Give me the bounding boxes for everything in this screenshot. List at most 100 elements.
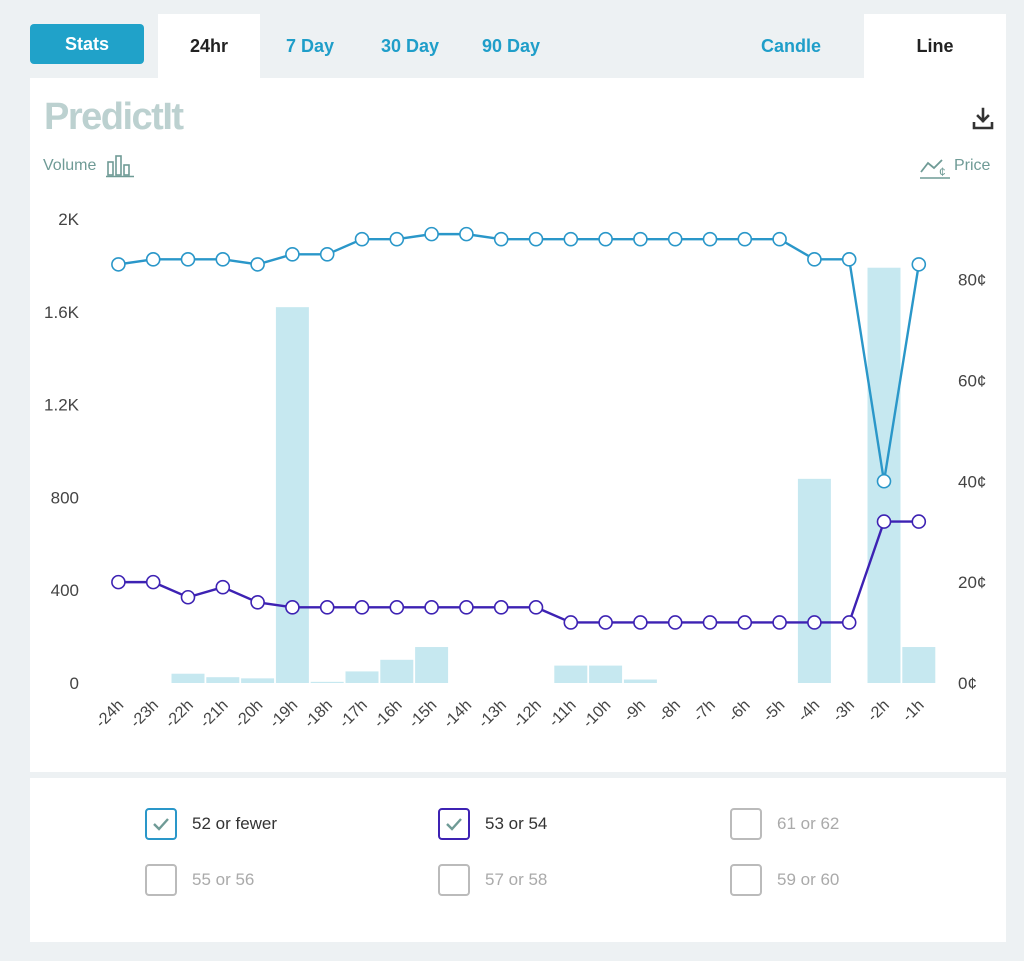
data-point[interactable]: [354, 231, 370, 247]
data-point[interactable]: [876, 514, 892, 529]
data-point[interactable]: [702, 231, 718, 247]
data-point[interactable]: [111, 257, 126, 272]
legend-checkbox[interactable]: 53 or 54: [438, 808, 547, 840]
data-point[interactable]: [911, 257, 927, 272]
right-tick-label: 80¢: [958, 271, 986, 290]
left-tick-label: 1.2K: [44, 396, 80, 415]
volume-bar: [902, 647, 936, 683]
data-point[interactable]: [285, 600, 300, 615]
volume-bar: [554, 665, 588, 683]
checkbox-box[interactable]: [730, 864, 762, 896]
data-point[interactable]: [319, 247, 335, 262]
data-point[interactable]: [389, 231, 405, 247]
legend-label: 57 or 58: [485, 870, 548, 889]
legend-label: 52 or fewer: [192, 814, 278, 833]
x-tick-label: -23h: [127, 697, 162, 732]
data-point[interactable]: [772, 231, 787, 247]
data-point[interactable]: [528, 231, 544, 247]
data-point[interactable]: [528, 600, 544, 615]
data-point[interactable]: [180, 589, 196, 605]
x-tick-label: -3h: [830, 697, 858, 725]
tab-line[interactable]: Line: [864, 14, 1006, 78]
left-tick-label: 0: [70, 674, 79, 693]
left-tick-label: 1.6K: [44, 303, 80, 322]
volume-bar: [241, 678, 275, 683]
legend-checkbox[interactable]: 55 or 56: [145, 864, 254, 896]
data-point[interactable]: [598, 615, 613, 630]
tab-90-day[interactable]: 90 Day: [481, 36, 541, 56]
legend-label: 59 or 60: [777, 870, 840, 889]
legend-checkbox[interactable]: 59 or 60: [730, 864, 839, 896]
data-point[interactable]: [876, 473, 892, 489]
volume-bar: [345, 671, 379, 683]
x-tick-label: -13h: [475, 697, 510, 732]
data-point[interactable]: [598, 231, 613, 247]
checkbox-box[interactable]: [145, 864, 177, 896]
data-point[interactable]: [424, 226, 439, 242]
data-point[interactable]: [459, 600, 474, 615]
data-point[interactable]: [563, 231, 579, 247]
data-point[interactable]: [250, 257, 265, 272]
data-point[interactable]: [807, 252, 822, 267]
legend-checkbox[interactable]: 57 or 58: [438, 864, 547, 896]
x-tick-label: -12h: [510, 697, 545, 732]
data-point[interactable]: [459, 226, 474, 242]
tab-7-day[interactable]: 7 Day: [285, 36, 335, 56]
data-point[interactable]: [667, 615, 683, 630]
data-point[interactable]: [354, 600, 370, 615]
data-point[interactable]: [702, 615, 718, 630]
check-icon: [153, 818, 169, 831]
data-point[interactable]: [807, 615, 822, 630]
data-point[interactable]: [772, 615, 787, 630]
right-tick-label: 40¢: [958, 472, 986, 491]
data-point[interactable]: [911, 514, 927, 529]
data-point[interactable]: [841, 252, 857, 267]
data-point[interactable]: [285, 247, 300, 262]
data-point[interactable]: [667, 231, 683, 247]
data-point[interactable]: [563, 615, 579, 630]
price-lines: [111, 226, 927, 630]
legend-checkbox[interactable]: 52 or fewer: [145, 808, 277, 840]
data-point[interactable]: [493, 231, 509, 247]
data-point[interactable]: [319, 600, 335, 615]
data-point[interactable]: [424, 600, 439, 615]
check-icon: [446, 818, 462, 831]
right-tick-label: 60¢: [958, 371, 986, 390]
checkbox-box[interactable]: [730, 808, 762, 840]
data-point[interactable]: [250, 595, 265, 610]
right-tick-label: 0¢: [958, 674, 977, 693]
data-point[interactable]: [180, 252, 196, 267]
data-point[interactable]: [389, 600, 405, 615]
data-point[interactable]: [841, 615, 857, 630]
tab-30-day[interactable]: 30 Day: [380, 36, 440, 56]
data-point[interactable]: [111, 574, 126, 590]
left-tick-label: 400: [51, 581, 79, 600]
left-axis: 0 400 800 1.2K 1.6K 2K: [44, 210, 80, 693]
checkbox-box[interactable]: [438, 864, 470, 896]
data-point[interactable]: [737, 231, 753, 247]
volume-bar: [171, 673, 205, 683]
x-tick-label: -4h: [795, 697, 823, 725]
x-tick-label: -20h: [232, 697, 267, 732]
data-point[interactable]: [493, 600, 509, 615]
bar-chart-icon: [106, 155, 134, 178]
data-point[interactable]: [215, 579, 231, 595]
data-point[interactable]: [737, 615, 753, 630]
legend-checkbox[interactable]: 61 or 62: [730, 808, 839, 840]
checkbox-box[interactable]: [438, 808, 470, 840]
x-tick-label: -2h: [864, 697, 892, 725]
download-icon[interactable]: [970, 106, 996, 132]
data-point[interactable]: [145, 574, 161, 590]
x-tick-label: -16h: [371, 697, 406, 732]
tab-24hr[interactable]: 24hr: [158, 14, 260, 78]
data-point[interactable]: [633, 615, 648, 630]
checkbox-box[interactable]: [145, 808, 177, 840]
data-point[interactable]: [633, 231, 648, 247]
data-point[interactable]: [215, 252, 231, 267]
left-tick-label: 800: [51, 488, 79, 507]
x-tick-label: -18h: [301, 697, 336, 732]
stats-button[interactable]: Stats: [30, 24, 144, 64]
x-tick-label: -15h: [406, 697, 441, 732]
data-point[interactable]: [145, 252, 161, 267]
tab-candle[interactable]: Candle: [760, 36, 821, 56]
